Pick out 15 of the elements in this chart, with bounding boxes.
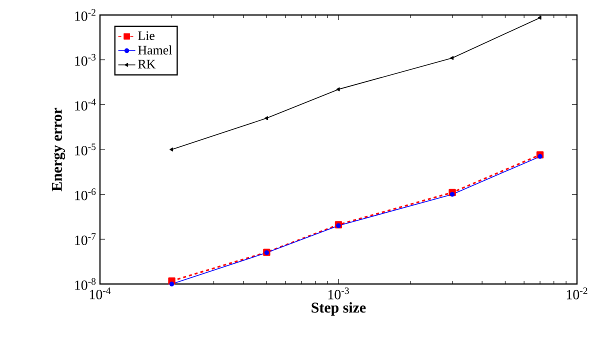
y-tick-label: 10$^{-7}$	[75, 233, 96, 246]
y-tick-label: 10$^{-5}$	[75, 144, 96, 156]
legend-label: Hamel	[138, 45, 172, 55]
y-tick-label: 10$^{-6}$	[75, 188, 96, 200]
legend-label: RK	[138, 60, 156, 68]
y-tick-label: 10$^{-4}$	[75, 98, 96, 111]
x-tick-label: 10$^{-4}$	[90, 288, 111, 300]
y-tick-label: 10$^{-2}$	[75, 9, 96, 21]
y-tick-label: 10$^{-8}$	[75, 278, 96, 290]
y-axis-title: Energy error	[52, 108, 66, 192]
x-tick-label: 10$^{-3}$	[328, 288, 349, 300]
x-axis-title: Step size	[312, 302, 366, 316]
y-tick-label: 10$^{-3}$	[75, 54, 96, 66]
legend-label: Lie	[138, 31, 155, 40]
x-tick-label: 10$^{-2}$	[566, 288, 588, 300]
